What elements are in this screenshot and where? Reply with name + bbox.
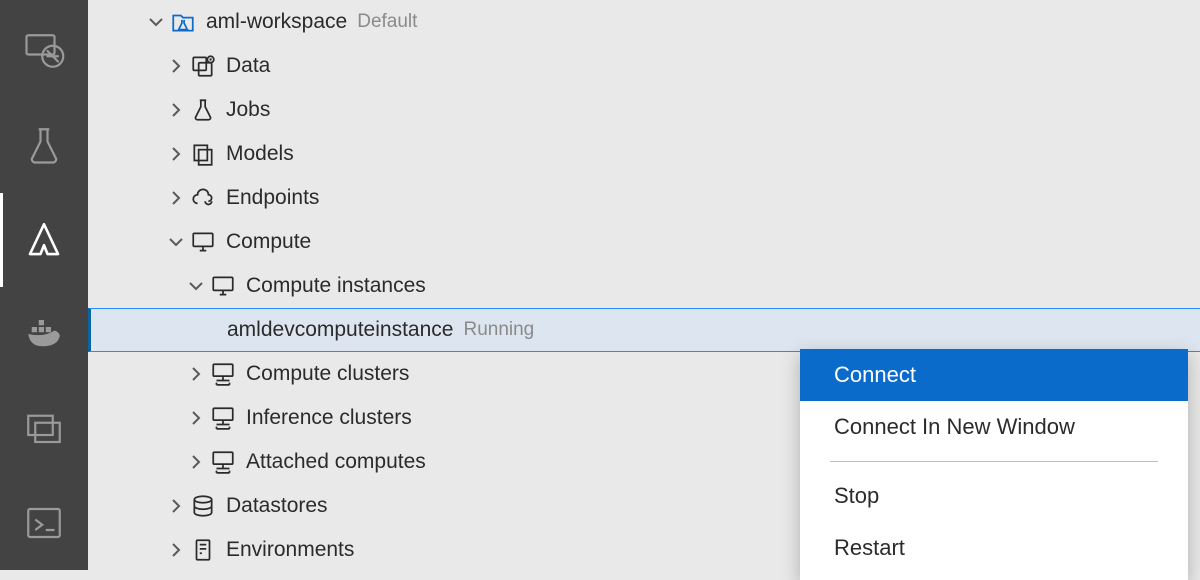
endpoints-label: Endpoints <box>226 186 319 210</box>
chevron-right-icon <box>164 141 188 167</box>
monitor-icon <box>208 273 238 299</box>
chevron-right-icon <box>184 405 208 431</box>
tree-jobs[interactable]: Jobs <box>88 88 1200 132</box>
menu-separator <box>830 461 1158 462</box>
instance-label: amldevcomputeinstance <box>227 318 453 342</box>
tree-panel: aml-workspace Default Data Jobs <box>88 0 1200 570</box>
compute-label: Compute <box>226 230 311 254</box>
monitor-network-icon <box>208 449 238 475</box>
attached-computes-label: Attached computes <box>246 450 426 474</box>
cloud-icon <box>188 185 218 211</box>
workspace-badge: Default <box>357 11 417 33</box>
context-menu: Connect Connect In New Window Stop Resta… <box>800 349 1188 580</box>
chevron-right-icon <box>164 97 188 123</box>
chevron-down-icon <box>184 273 208 299</box>
activity-remote-icon[interactable] <box>0 4 88 98</box>
menu-connect-new-window-label: Connect In New Window <box>834 414 1075 440</box>
monitor-network-icon <box>208 361 238 387</box>
tree-compute[interactable]: Compute <box>88 220 1200 264</box>
activity-panels-icon[interactable] <box>0 381 88 475</box>
activity-terminal-icon[interactable] <box>0 476 88 570</box>
models-label: Models <box>226 142 294 166</box>
beaker-icon <box>188 97 218 123</box>
menu-connect-label: Connect <box>834 362 916 388</box>
workspace-label: aml-workspace <box>206 10 347 34</box>
compute-clusters-label: Compute clusters <box>246 362 409 386</box>
activity-bar <box>0 0 88 570</box>
chevron-right-icon <box>164 185 188 211</box>
server-icon <box>188 537 218 563</box>
chevron-right-icon <box>184 449 208 475</box>
tree-compute-instances[interactable]: Compute instances <box>88 264 1200 308</box>
chevron-right-icon <box>164 53 188 79</box>
menu-restart[interactable]: Restart <box>800 522 1188 574</box>
tree-models[interactable]: Models <box>88 132 1200 176</box>
data-label: Data <box>226 54 270 78</box>
menu-restart-label: Restart <box>834 535 905 561</box>
models-icon <box>188 141 218 167</box>
datastores-label: Datastores <box>226 494 328 518</box>
instance-status: Running <box>463 319 534 341</box>
inference-clusters-label: Inference clusters <box>246 406 412 430</box>
chevron-right-icon <box>164 537 188 563</box>
compute-instances-label: Compute instances <box>246 274 426 298</box>
activity-azure-icon[interactable] <box>0 193 88 287</box>
monitor-icon <box>188 229 218 255</box>
database-icon <box>188 493 218 519</box>
tree-workspace[interactable]: aml-workspace Default <box>88 0 1200 44</box>
tree-data[interactable]: Data <box>88 44 1200 88</box>
activity-docker-icon[interactable] <box>0 287 88 381</box>
jobs-label: Jobs <box>226 98 270 122</box>
environments-label: Environments <box>226 538 354 562</box>
data-icon <box>188 53 218 79</box>
menu-connect-new-window[interactable]: Connect In New Window <box>800 401 1188 453</box>
workspace-icon <box>168 9 198 35</box>
tree-endpoints[interactable]: Endpoints <box>88 176 1200 220</box>
chevron-down-icon <box>164 229 188 255</box>
tree-instance-selected[interactable]: amldevcomputeinstance Running <box>88 308 1200 352</box>
chevron-right-icon <box>184 361 208 387</box>
menu-connect[interactable]: Connect <box>800 349 1188 401</box>
chevron-down-icon <box>144 9 168 35</box>
monitor-network-icon <box>208 405 238 431</box>
menu-stop[interactable]: Stop <box>800 470 1188 522</box>
menu-stop-label: Stop <box>834 483 879 509</box>
chevron-right-icon <box>164 493 188 519</box>
activity-beaker-icon[interactable] <box>0 98 88 192</box>
